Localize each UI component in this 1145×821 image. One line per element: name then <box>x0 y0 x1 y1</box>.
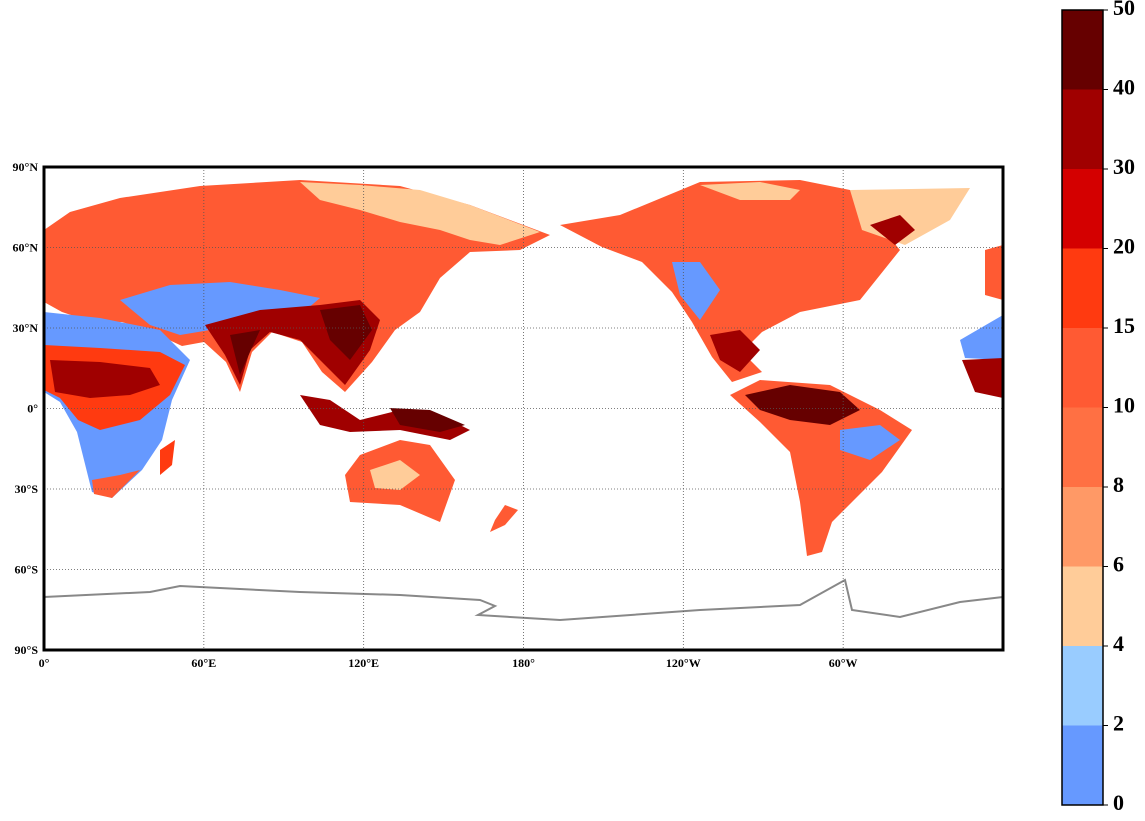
x-tick-label: 0° <box>39 656 50 670</box>
land-region <box>985 245 1003 300</box>
land-region <box>300 182 540 245</box>
colorbar-tick-label: 4 <box>1113 631 1124 656</box>
colorbar-tick-label: 6 <box>1113 552 1124 577</box>
colorbar-tick-label: 8 <box>1113 472 1124 497</box>
land-region <box>160 440 175 475</box>
y-tick-label: 30°S <box>15 482 39 496</box>
x-tick-label: 120°E <box>348 656 379 670</box>
land-region <box>120 282 320 335</box>
colorbar-segment <box>1062 487 1103 567</box>
land-region <box>390 408 465 432</box>
y-tick-label: 60°S <box>15 563 39 577</box>
colorbar-segment <box>1062 10 1103 90</box>
y-tick-label: 60°N <box>13 241 39 255</box>
x-tick-label: 180° <box>512 656 535 670</box>
y-tick-label: 90°S <box>15 643 39 657</box>
land-region <box>960 315 1003 360</box>
land-region <box>230 305 372 375</box>
x-tick-label: 120°W <box>666 656 701 670</box>
land-region <box>710 330 760 372</box>
land-region <box>700 182 800 200</box>
colorbar-segment <box>1062 89 1103 169</box>
colorbar-segment <box>1062 407 1103 487</box>
land-region <box>400 275 430 320</box>
colorbar-segment <box>1062 248 1103 328</box>
y-tick-label: 30°N <box>13 321 39 335</box>
land-region <box>672 262 720 320</box>
land <box>44 180 1003 556</box>
land-region <box>870 215 915 245</box>
land-region <box>962 358 1003 398</box>
y-tick-label: 0° <box>27 402 38 416</box>
x-tick-label: 60°E <box>191 656 216 670</box>
y-tick-label: 90°N <box>13 160 39 174</box>
colorbar-segment <box>1062 725 1103 805</box>
land-region <box>560 180 900 382</box>
colorbar-tick-label: 20 <box>1113 234 1135 259</box>
colorbar-tick-label: 0 <box>1113 790 1124 815</box>
colorbar-segment <box>1062 646 1103 726</box>
x-tick-label: 60°W <box>829 656 858 670</box>
land-region <box>840 425 900 460</box>
colorbar-segment <box>1062 169 1103 249</box>
land-region <box>490 505 518 532</box>
colorbar-tick-label: 15 <box>1113 313 1135 338</box>
land-region <box>730 380 912 556</box>
colorbar-tick-label: 10 <box>1113 393 1135 418</box>
land-region <box>745 385 860 425</box>
colorbar-segment <box>1062 328 1103 408</box>
antarctica-coastline <box>44 578 1003 622</box>
colorbar: 0 2 4 6 8 10 15 20 30 40 50 <box>1061 0 1135 815</box>
colorbar-segment <box>1062 566 1103 646</box>
land-region <box>44 180 550 392</box>
colorbar-tick-label: 2 <box>1113 711 1124 736</box>
land-region <box>92 470 140 498</box>
colorbar-tick-label: 40 <box>1113 75 1135 100</box>
colorbar-tick-label: 50 <box>1113 0 1135 20</box>
land-region <box>370 460 420 490</box>
land-region <box>50 360 160 398</box>
colorbar-tick-label: 30 <box>1113 154 1135 179</box>
map-frame <box>42 165 1005 652</box>
